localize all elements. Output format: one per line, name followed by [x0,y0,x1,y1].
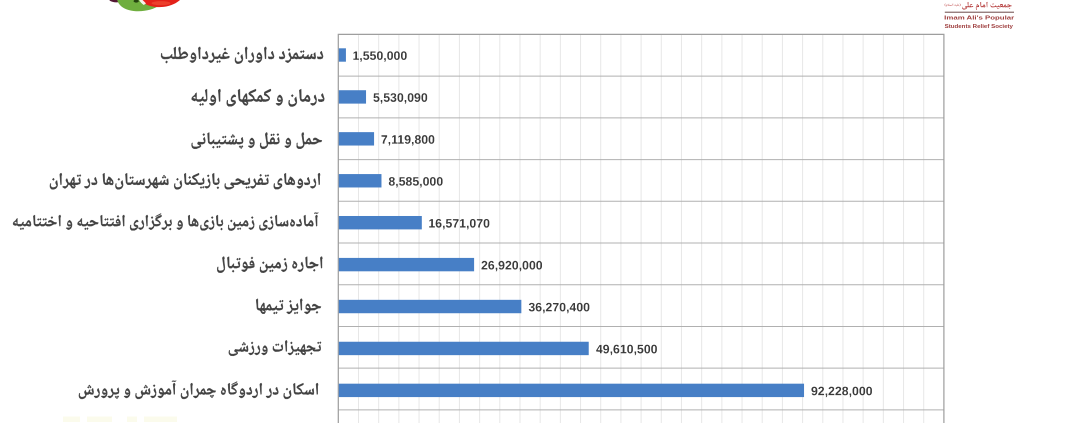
svg-text:Imam Ali's Popular: Imam Ali's Popular [944,15,1015,21]
svg-text:Students Relief Society: Students Relief Society [945,24,1014,30]
